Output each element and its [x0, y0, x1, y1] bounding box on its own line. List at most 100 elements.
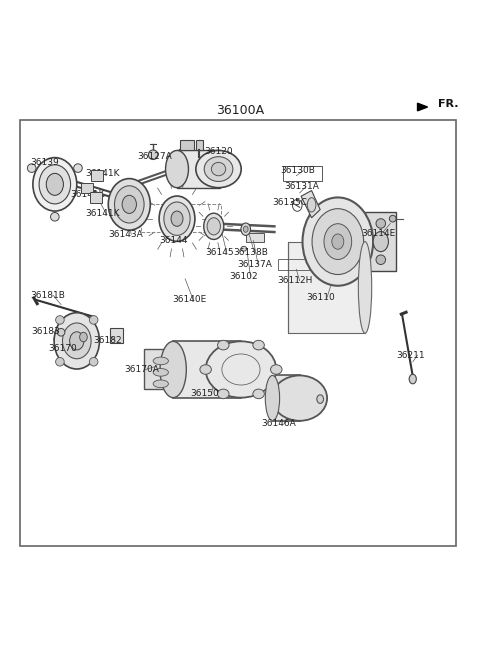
Circle shape [74, 164, 82, 172]
Text: 36137A: 36137A [238, 260, 273, 269]
Bar [81, 183, 94, 193]
Bar [278, 259, 311, 271]
Circle shape [148, 150, 158, 160]
Text: 36170: 36170 [48, 345, 77, 354]
Ellipse shape [204, 157, 233, 181]
Ellipse shape [359, 242, 372, 333]
Text: 36140E: 36140E [172, 295, 206, 305]
Ellipse shape [312, 209, 364, 274]
Ellipse shape [159, 196, 195, 241]
Text: 36138B: 36138B [233, 248, 268, 257]
Text: 36150: 36150 [190, 389, 219, 398]
Ellipse shape [241, 246, 247, 251]
Circle shape [57, 328, 65, 336]
Text: 36143A: 36143A [109, 230, 144, 239]
Circle shape [84, 185, 91, 191]
Ellipse shape [307, 198, 316, 212]
Bar [173, 341, 241, 398]
Text: 36146A: 36146A [262, 419, 296, 428]
Bar [283, 166, 322, 181]
Ellipse shape [80, 332, 87, 342]
Bar [144, 350, 178, 388]
Text: FR.: FR. [438, 99, 458, 109]
Text: 36135C: 36135C [273, 198, 308, 207]
Circle shape [94, 172, 100, 179]
Text: 36130B: 36130B [281, 166, 315, 176]
Polygon shape [301, 191, 320, 217]
Ellipse shape [217, 389, 229, 399]
Text: 36141K: 36141K [85, 170, 120, 178]
Ellipse shape [409, 374, 416, 384]
Bar [110, 328, 122, 343]
Bar [196, 140, 203, 150]
Ellipse shape [332, 234, 344, 250]
Ellipse shape [272, 375, 327, 421]
Circle shape [89, 316, 98, 324]
Ellipse shape [153, 357, 168, 365]
Text: 36170A: 36170A [124, 365, 159, 374]
Text: 36182: 36182 [93, 337, 121, 345]
Ellipse shape [302, 197, 373, 286]
Text: 36114E: 36114E [362, 229, 396, 238]
Ellipse shape [160, 341, 186, 398]
Bar [365, 212, 396, 271]
Ellipse shape [253, 341, 264, 350]
Ellipse shape [171, 211, 183, 227]
Bar [288, 242, 365, 333]
Text: 36145: 36145 [205, 248, 234, 257]
Ellipse shape [153, 380, 168, 388]
Circle shape [27, 164, 36, 172]
Ellipse shape [207, 217, 220, 235]
Ellipse shape [166, 151, 189, 188]
Ellipse shape [39, 165, 71, 204]
Ellipse shape [217, 341, 229, 350]
Ellipse shape [317, 395, 324, 403]
Circle shape [389, 215, 396, 222]
Ellipse shape [211, 162, 226, 176]
Bar [246, 233, 264, 242]
Ellipse shape [253, 389, 264, 399]
Bar [91, 170, 103, 181]
Ellipse shape [62, 323, 91, 359]
Circle shape [376, 255, 385, 265]
Bar [180, 140, 194, 150]
Text: 36127A: 36127A [137, 152, 172, 161]
Text: 36211: 36211 [396, 350, 425, 360]
Ellipse shape [164, 202, 190, 235]
Circle shape [93, 195, 99, 201]
Text: 36141K: 36141K [85, 210, 120, 218]
Text: 36144: 36144 [159, 236, 187, 245]
Ellipse shape [271, 365, 282, 374]
Ellipse shape [33, 158, 77, 211]
Bar [90, 193, 102, 203]
Text: 36141K: 36141K [71, 191, 105, 199]
Text: 36102: 36102 [229, 272, 258, 281]
Ellipse shape [115, 186, 144, 223]
Text: 36183: 36183 [31, 327, 60, 336]
Bar [273, 375, 300, 421]
Text: 36131A: 36131A [284, 182, 319, 191]
Ellipse shape [373, 232, 388, 252]
Ellipse shape [241, 223, 251, 235]
Bar [141, 204, 221, 232]
Ellipse shape [153, 369, 168, 376]
Text: 36100A: 36100A [216, 104, 264, 117]
Circle shape [50, 212, 59, 221]
Ellipse shape [205, 341, 276, 398]
Text: 36110: 36110 [306, 293, 335, 303]
Text: 36139: 36139 [30, 159, 59, 168]
Bar [177, 151, 220, 188]
Polygon shape [418, 103, 428, 111]
Circle shape [56, 316, 64, 324]
Ellipse shape [108, 179, 150, 230]
Text: 36181B: 36181B [30, 291, 65, 299]
Ellipse shape [200, 365, 211, 374]
Ellipse shape [324, 224, 352, 259]
Circle shape [376, 219, 385, 228]
Circle shape [89, 358, 98, 366]
Bar [120, 183, 140, 227]
Ellipse shape [265, 375, 280, 421]
Ellipse shape [46, 174, 63, 195]
Ellipse shape [196, 151, 241, 188]
Circle shape [56, 358, 64, 366]
